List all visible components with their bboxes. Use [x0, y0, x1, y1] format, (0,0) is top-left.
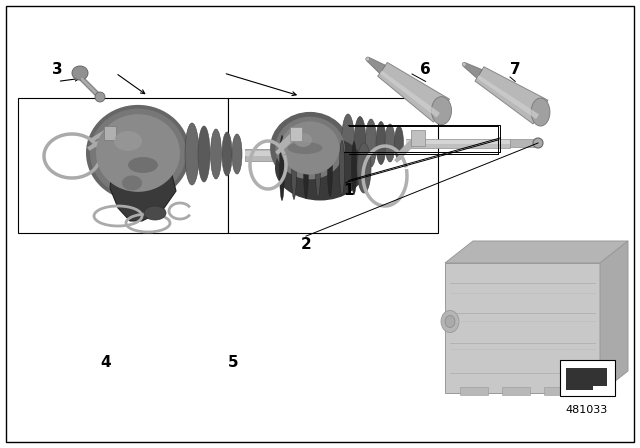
Bar — [502, 387, 530, 395]
Ellipse shape — [222, 132, 232, 176]
Ellipse shape — [211, 129, 221, 179]
Polygon shape — [378, 62, 449, 122]
Ellipse shape — [275, 135, 365, 201]
Bar — [460, 387, 488, 395]
Ellipse shape — [90, 108, 186, 198]
Ellipse shape — [72, 66, 88, 80]
Polygon shape — [367, 57, 385, 73]
Bar — [406, 140, 510, 144]
Text: 3: 3 — [52, 62, 63, 77]
Bar — [228, 98, 438, 233]
Ellipse shape — [144, 206, 166, 220]
Bar — [510, 139, 535, 147]
Text: 1: 1 — [344, 183, 354, 198]
Ellipse shape — [376, 121, 386, 164]
Bar — [245, 151, 300, 156]
Ellipse shape — [198, 126, 210, 182]
Ellipse shape — [385, 124, 395, 162]
Ellipse shape — [354, 116, 366, 169]
Polygon shape — [475, 67, 548, 124]
Ellipse shape — [342, 114, 355, 172]
Text: 6: 6 — [420, 62, 431, 77]
Ellipse shape — [357, 143, 371, 193]
Text: 2: 2 — [301, 237, 311, 252]
Ellipse shape — [275, 116, 345, 179]
Circle shape — [95, 92, 105, 102]
Ellipse shape — [441, 310, 459, 332]
Bar — [544, 387, 572, 395]
Polygon shape — [566, 368, 607, 390]
Polygon shape — [463, 63, 482, 78]
Ellipse shape — [122, 176, 142, 190]
Ellipse shape — [328, 139, 333, 197]
Ellipse shape — [365, 119, 376, 167]
Ellipse shape — [287, 142, 323, 154]
Text: 4: 4 — [100, 355, 111, 370]
Bar — [104, 126, 116, 140]
Ellipse shape — [280, 135, 285, 201]
Polygon shape — [445, 241, 628, 263]
Ellipse shape — [431, 97, 451, 125]
Ellipse shape — [351, 142, 356, 194]
Ellipse shape — [394, 126, 403, 160]
Ellipse shape — [339, 141, 344, 195]
Bar — [411, 130, 425, 146]
Bar — [290, 127, 302, 141]
Text: 481033: 481033 — [566, 405, 608, 415]
Bar — [406, 138, 510, 147]
Ellipse shape — [316, 138, 321, 198]
Polygon shape — [477, 75, 539, 119]
Polygon shape — [445, 263, 600, 393]
Ellipse shape — [294, 133, 312, 147]
Ellipse shape — [445, 315, 455, 327]
Ellipse shape — [114, 131, 142, 151]
Ellipse shape — [270, 112, 350, 184]
Circle shape — [462, 62, 466, 66]
Ellipse shape — [232, 134, 242, 174]
Polygon shape — [600, 241, 628, 393]
Text: 5: 5 — [228, 355, 239, 370]
Bar — [18, 98, 228, 233]
Text: 7: 7 — [510, 62, 520, 77]
Ellipse shape — [185, 123, 199, 185]
Ellipse shape — [128, 157, 158, 173]
Circle shape — [366, 57, 370, 61]
Ellipse shape — [280, 121, 339, 175]
Circle shape — [533, 138, 543, 148]
Ellipse shape — [291, 137, 296, 199]
Ellipse shape — [531, 98, 550, 126]
Bar — [560, 360, 615, 396]
Ellipse shape — [96, 114, 180, 192]
Ellipse shape — [86, 105, 190, 201]
Polygon shape — [380, 70, 440, 117]
Bar — [245, 149, 300, 161]
Ellipse shape — [303, 138, 308, 198]
Polygon shape — [110, 161, 176, 221]
